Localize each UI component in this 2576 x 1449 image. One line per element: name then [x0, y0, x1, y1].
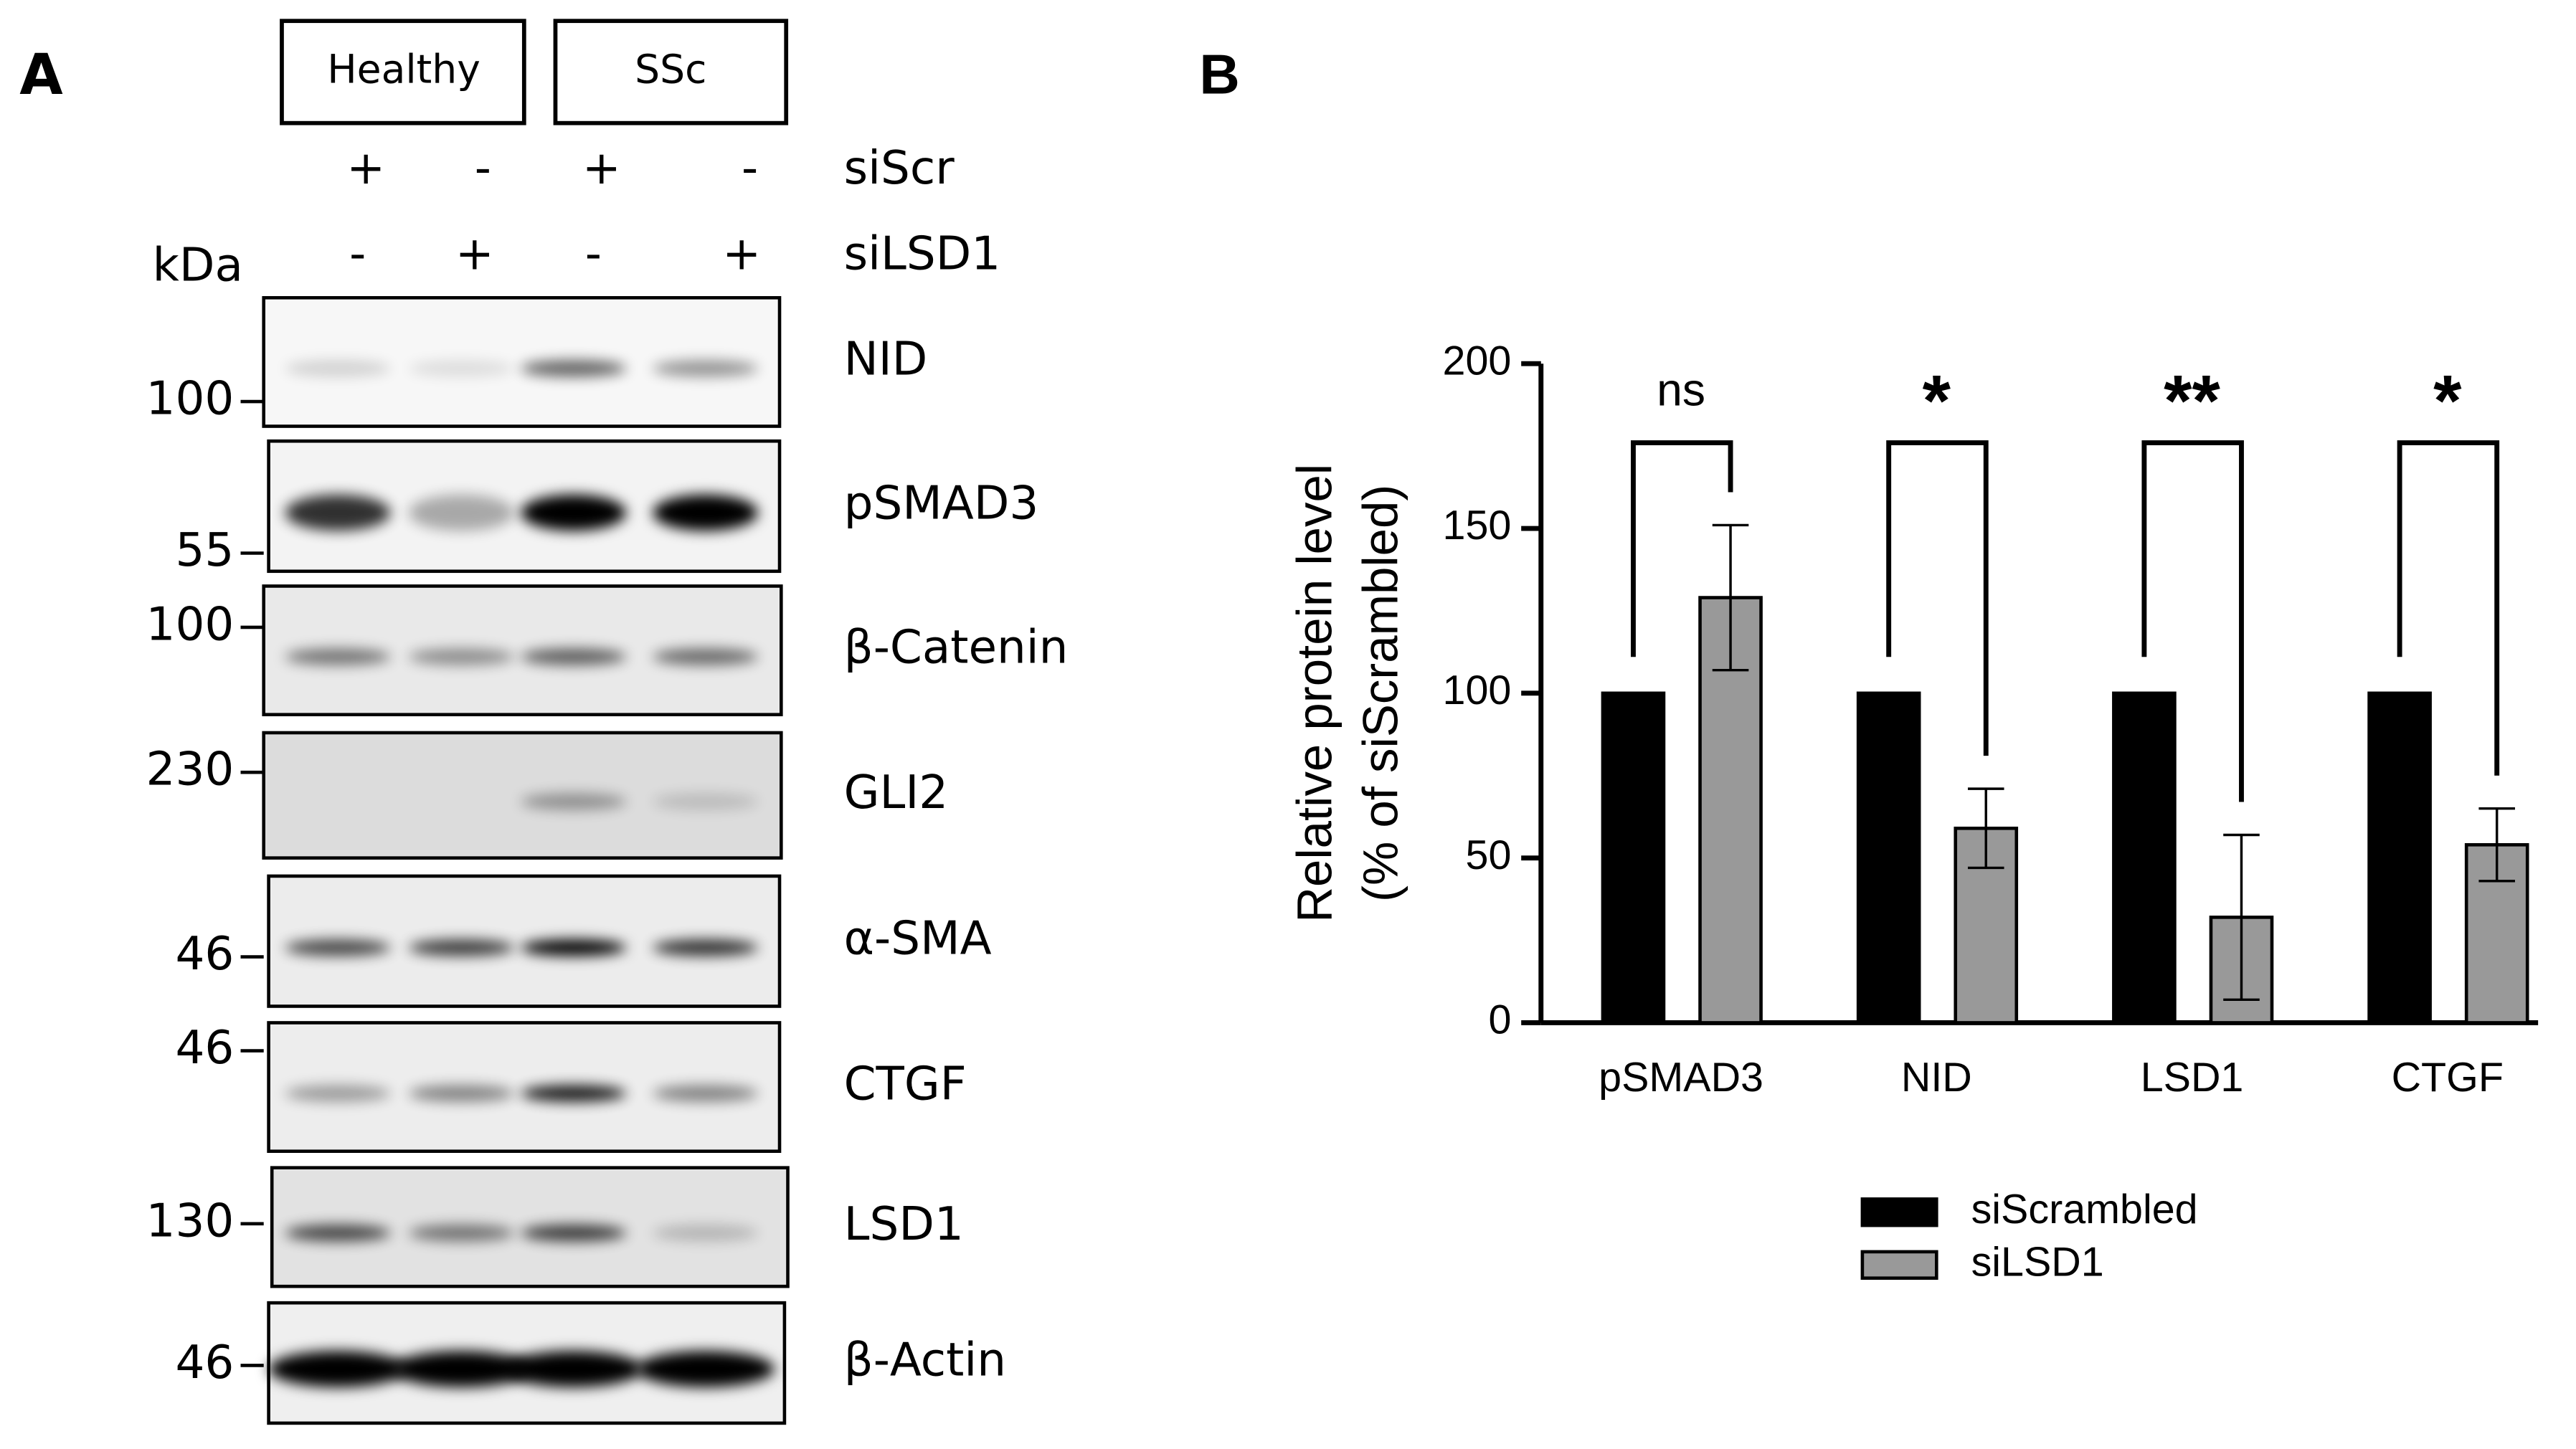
treatment-sign: - — [742, 141, 758, 195]
significance-label: ** — [2164, 361, 2220, 442]
group-label: Healthy — [327, 47, 480, 93]
band — [653, 1225, 759, 1242]
legend-label: siScrambled — [1971, 1187, 2198, 1232]
group-label: SSc — [635, 47, 706, 93]
panel-label: B — [1199, 42, 1239, 105]
legend-swatch — [1860, 1250, 1938, 1280]
bar — [1698, 596, 1763, 1025]
significance-label: * — [1923, 361, 1951, 442]
band — [521, 1225, 627, 1242]
band — [521, 1085, 627, 1102]
band — [653, 793, 759, 810]
blot-label: α-SMA — [844, 911, 992, 965]
significance-bracket — [1631, 440, 1733, 657]
group-box — [553, 19, 789, 125]
band — [521, 494, 627, 531]
panel-b: B 0 50 100 150 200 Relative protein level (% o… — [1199, 42, 2539, 1285]
panel-a: A Healthy SSc kDa siScr + - + - siLSD1 - + - + NID… — [19, 19, 1069, 1425]
bar — [2112, 691, 2177, 1025]
treatment-sign: - — [349, 227, 366, 280]
treatment-label: siScr — [844, 141, 955, 195]
y-axis-label: (% of siScrambled) — [1353, 485, 1408, 902]
band — [653, 360, 759, 377]
treatment-sign: + — [455, 227, 494, 280]
band — [268, 1351, 407, 1387]
band — [408, 360, 515, 377]
band — [521, 360, 627, 377]
y-tick-label: 100 — [1443, 668, 1512, 713]
y-axis-label: Relative protein level — [1287, 464, 1343, 923]
significance-label: * — [2433, 361, 2462, 442]
band — [653, 648, 759, 665]
error-bar — [1967, 787, 2004, 870]
significance-bracket — [2141, 440, 2244, 802]
band — [285, 360, 391, 377]
band — [285, 1085, 391, 1102]
band — [504, 1351, 643, 1387]
y-tick-label: 0 — [1488, 997, 1511, 1043]
treatment-sign: + — [346, 141, 385, 195]
treatment-sign: - — [585, 227, 602, 280]
blot-label: β-Actin — [844, 1334, 1006, 1387]
marker-label: 55 — [175, 523, 234, 577]
band — [285, 648, 391, 665]
y-tick-label: 150 — [1443, 503, 1512, 548]
blot-label: LSD1 — [844, 1197, 964, 1251]
x-tick-label: CTGF — [2392, 1055, 2504, 1101]
significance-label: ns — [1657, 364, 1705, 416]
treatment-sign: - — [475, 141, 491, 195]
x-tick-label: pSMAD3 — [1599, 1055, 1763, 1101]
marker-label: 100 — [146, 372, 235, 426]
marker-label: 230 — [146, 743, 235, 797]
significance-bracket — [2397, 440, 2500, 776]
legend-swatch — [1860, 1197, 1938, 1227]
significance-bracket — [1886, 440, 1989, 756]
marker-label: 130 — [146, 1194, 235, 1248]
error-bar — [2223, 833, 2260, 1002]
band — [285, 1225, 391, 1242]
x-tick-label: LSD1 — [2141, 1055, 2244, 1101]
y-tick-label: 50 — [1466, 832, 1512, 878]
x-tick-label: NID — [1901, 1055, 1972, 1101]
error-bar — [2478, 807, 2515, 883]
bar — [1601, 691, 1666, 1025]
blot-label: β-Catenin — [844, 621, 1069, 675]
blot-label: pSMAD3 — [844, 477, 1039, 531]
band — [392, 1351, 531, 1387]
blot-label: CTGF — [844, 1058, 967, 1111]
band — [408, 939, 515, 956]
band — [521, 939, 627, 956]
y-tick-label: 200 — [1443, 338, 1512, 384]
band — [285, 494, 391, 531]
blot-label: GLI2 — [844, 766, 949, 819]
band — [653, 494, 759, 531]
band — [408, 1085, 515, 1102]
panel-label: A — [19, 42, 63, 108]
marker-label: 100 — [146, 597, 235, 651]
band — [653, 939, 759, 956]
bar — [2367, 691, 2432, 1025]
band — [653, 1085, 759, 1102]
band — [521, 648, 627, 665]
treatment-label: siLSD1 — [844, 227, 1001, 280]
band — [408, 1225, 515, 1242]
error-bar — [1712, 523, 1749, 672]
bar — [1856, 691, 1921, 1025]
band — [636, 1351, 775, 1387]
blot-label: NID — [844, 332, 928, 386]
treatment-sign: + — [722, 227, 761, 280]
band — [285, 939, 391, 956]
marker-label: 46 — [175, 1021, 234, 1075]
treatment-sign: + — [582, 141, 621, 195]
band — [408, 494, 515, 531]
band — [521, 793, 627, 810]
group-box — [280, 19, 526, 125]
band — [408, 648, 515, 665]
legend-label: siLSD1 — [1971, 1239, 2104, 1285]
marker-label: 46 — [175, 927, 234, 981]
kda-label: kDa — [153, 238, 243, 292]
marker-label: 46 — [175, 1336, 234, 1389]
